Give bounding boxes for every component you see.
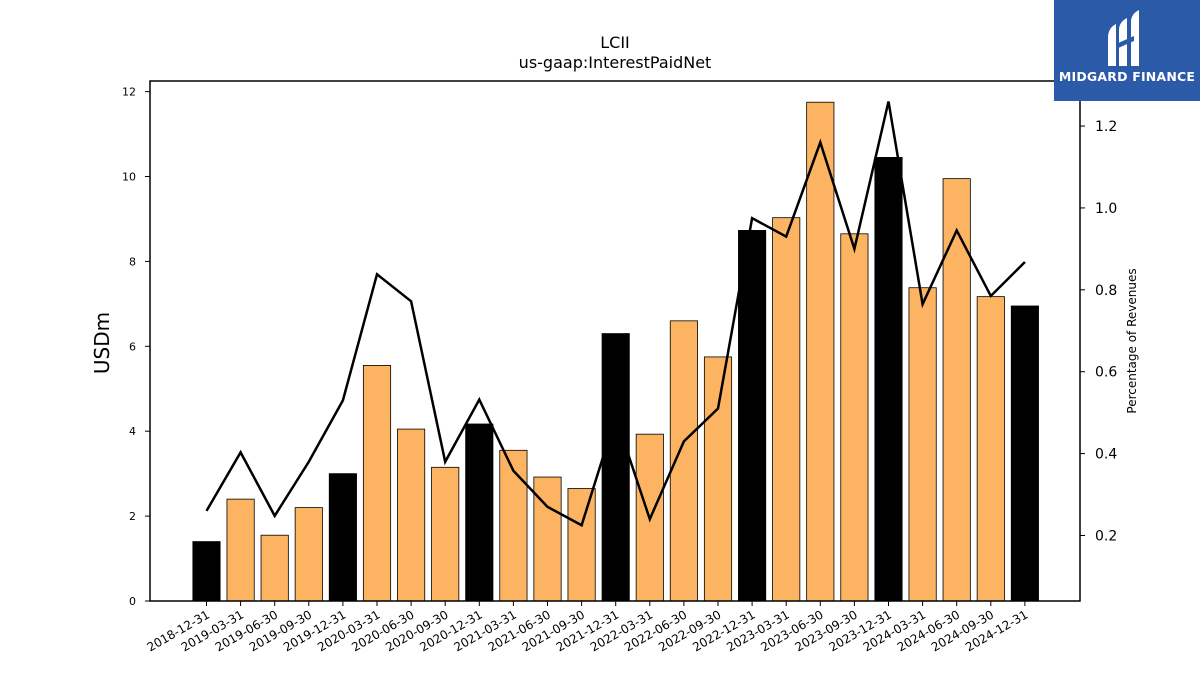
bar-2020-12-31 — [465, 423, 494, 602]
chart-subtitle: us-gaap:InterestPaidNet — [519, 53, 712, 72]
bar-2023-03-31 — [772, 217, 801, 602]
bar-2018-12-31 — [192, 541, 221, 602]
y2-tick-label: 0.2 — [1095, 528, 1117, 544]
bar-2023-09-30 — [840, 233, 869, 602]
y-axis-label: USDm — [90, 312, 114, 374]
y-tick-label: 6 — [129, 340, 136, 353]
bar-series — [192, 101, 1039, 602]
y2-tick-label: 0.4 — [1095, 447, 1117, 463]
bar-2024-12-31 — [1010, 305, 1039, 602]
bar-2019-03-31 — [226, 498, 255, 602]
bar-2024-06-30 — [942, 178, 971, 602]
y-tick-label: 8 — [129, 255, 136, 268]
bar-2020-06-30 — [397, 428, 426, 602]
logo-text: MIDGARD FINANCE — [1058, 69, 1196, 84]
bar-2022-12-31 — [738, 230, 767, 602]
bar-2022-09-30 — [703, 356, 733, 602]
y-tick-label: 10 — [122, 171, 136, 184]
bar-2020-03-31 — [362, 365, 392, 602]
plot-frame — [149, 80, 1081, 602]
bar-2019-09-30 — [294, 507, 323, 602]
y2-tick-label: 0.6 — [1095, 365, 1117, 381]
bar-2019-12-31 — [328, 473, 357, 602]
bar-2023-12-31 — [874, 157, 903, 602]
right-axis: 0.2 0.4 0.6 0.8 1.0 1.2 — [1080, 119, 1117, 544]
bar-2019-06-30 — [260, 534, 289, 602]
y-tick-label: 4 — [129, 425, 136, 438]
bar-2024-03-31 — [908, 287, 937, 602]
logo-mark-icon — [1108, 10, 1139, 66]
left-axis: 0 2 4 6 8 10 12 — [122, 86, 150, 608]
percentage-line — [205, 101, 1026, 528]
y2-tick-label: 1.2 — [1095, 119, 1117, 135]
bar-2020-09-30 — [431, 466, 460, 602]
y2-axis-label: Percentage of Revenues — [1125, 268, 1139, 413]
y-tick-label: 0 — [129, 595, 136, 608]
chart-title: LCII — [600, 33, 630, 52]
bar-2021-12-31 — [601, 333, 630, 602]
y-tick-label: 2 — [129, 510, 136, 523]
y2-tick-label: 1.0 — [1095, 201, 1117, 217]
bar-2023-06-30 — [806, 101, 835, 602]
bar-2024-09-30 — [976, 296, 1005, 602]
bar-2021-03-31 — [499, 449, 528, 602]
y2-tick-label: 0.8 — [1095, 283, 1117, 299]
y-tick-label: 12 — [122, 86, 136, 99]
bar-2021-09-30 — [567, 488, 596, 602]
x-axis: 2018-12-312019-03-312019-06-302019-09-30… — [145, 601, 1030, 654]
midgard-finance-logo: MIDGARD FINANCE — [1054, 0, 1200, 101]
